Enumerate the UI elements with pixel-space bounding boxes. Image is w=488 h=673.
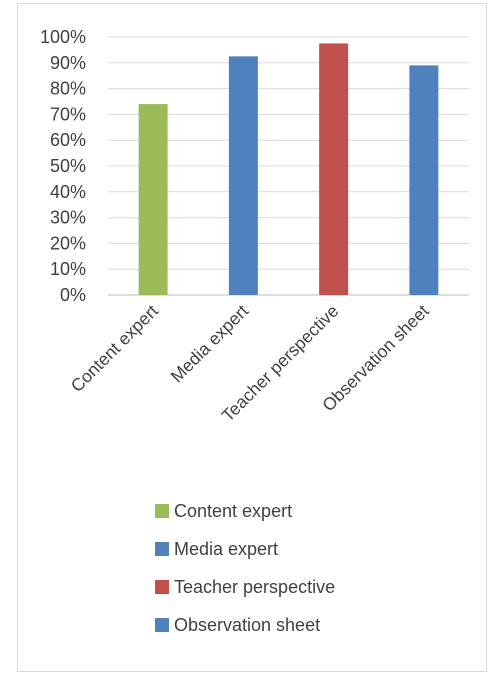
legend-label: Observation sheet (174, 614, 321, 635)
bars (138, 43, 439, 296)
x-category-label: Content expert (67, 301, 162, 396)
y-tick-label: 80% (50, 79, 86, 99)
y-tick-label: 20% (50, 233, 86, 253)
legend-swatch (155, 618, 169, 632)
legend-item-content-expert: Content expert (155, 492, 335, 530)
gridlines (108, 36, 469, 296)
legend: Content expert Media expert Teacher pers… (155, 492, 335, 644)
bar-media-expert (228, 56, 258, 295)
y-tick-label: 90% (50, 53, 86, 73)
y-tick-label: 30% (50, 208, 86, 228)
y-tick-label: 0% (60, 285, 86, 305)
bar-teacher-perspective (319, 43, 349, 296)
legend-item-teacher-perspective: Teacher perspective (155, 568, 335, 606)
bar-observation-sheet (409, 65, 439, 295)
y-tick-label: 100% (40, 27, 86, 47)
legend-item-media-expert: Media expert (155, 530, 335, 568)
y-tick-label: 60% (50, 130, 86, 150)
y-tick-label: 40% (50, 182, 86, 202)
y-tick-label: 10% (50, 259, 86, 279)
y-tick-label: 70% (50, 104, 86, 124)
y-axis-tick-labels: 0% 10% 20% 30% 40% 50% 60% 70% 80% 90% 100% (40, 27, 86, 305)
y-tick-label: 50% (50, 156, 86, 176)
bar-content-expert (138, 104, 168, 295)
legend-label: Teacher perspective (174, 576, 336, 597)
legend-label: Content expert (174, 500, 293, 521)
legend-swatch (155, 504, 169, 518)
legend-swatch (155, 580, 169, 594)
x-category-label: Media expert (167, 301, 253, 387)
legend-item-observation-sheet: Observation sheet (155, 606, 335, 644)
legend-swatch (155, 542, 169, 556)
legend-label: Media expert (174, 538, 279, 559)
